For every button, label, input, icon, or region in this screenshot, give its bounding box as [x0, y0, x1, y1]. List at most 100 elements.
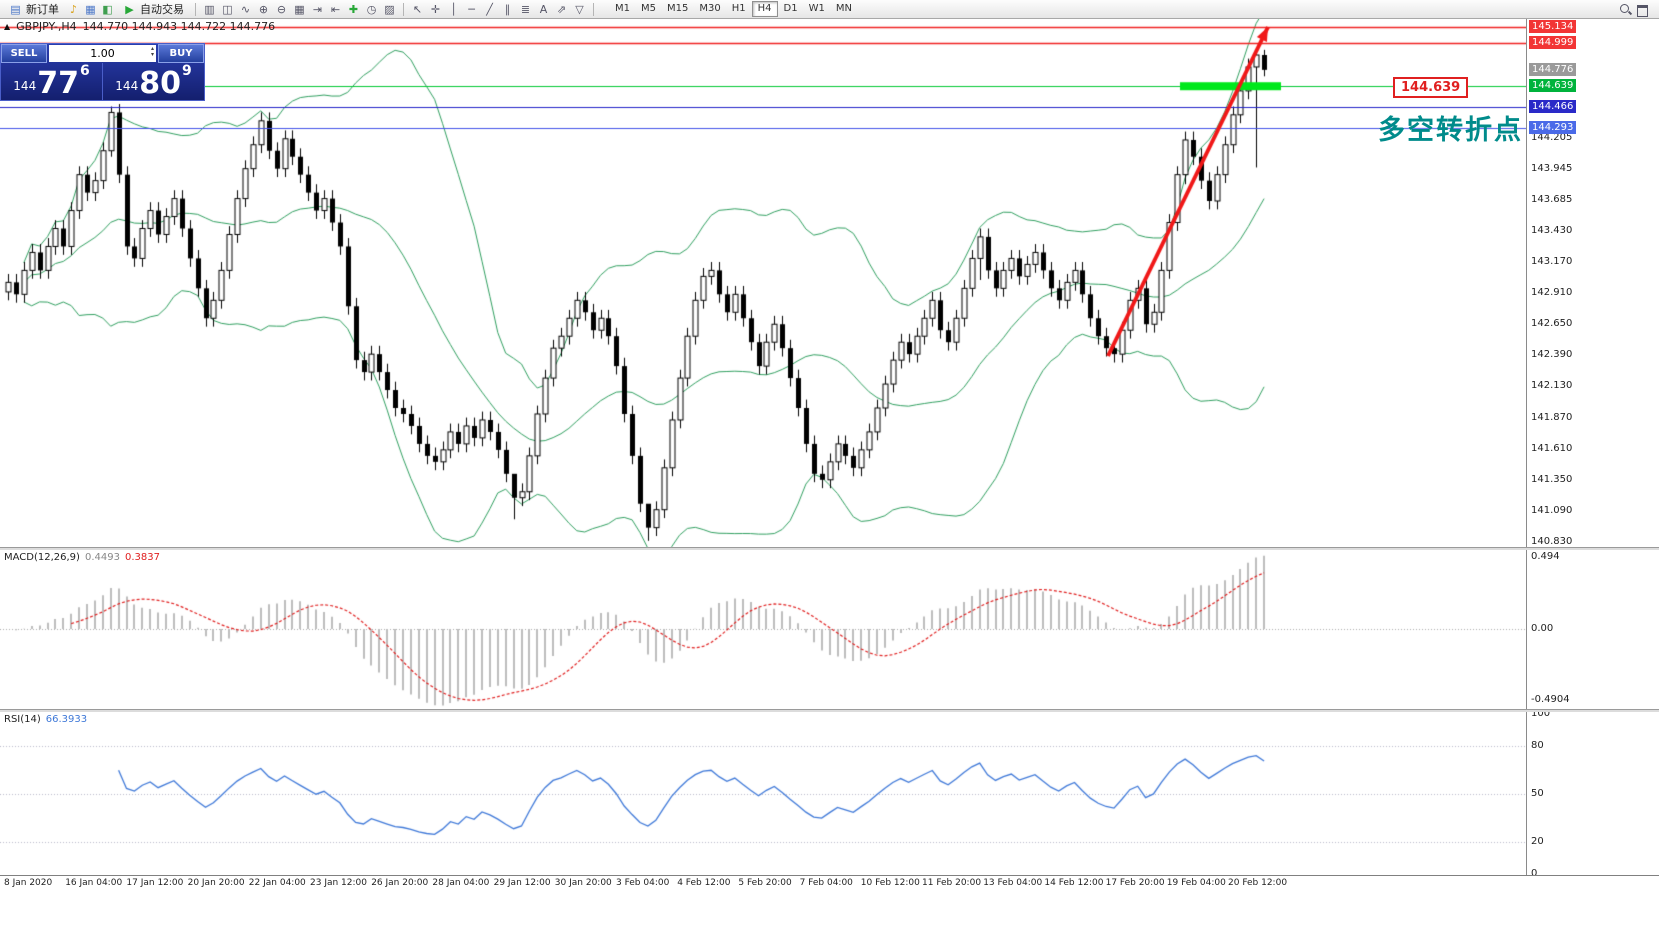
- rsi-header: RSI(14) 66.3933: [4, 714, 87, 725]
- auto-trading-icon: ▶: [125, 2, 134, 16]
- vertical-line-icon[interactable]: │: [450, 2, 457, 16]
- channel-icon[interactable]: ∥: [504, 2, 511, 16]
- rsi-tick-label: 50: [1531, 788, 1544, 799]
- volume-up-icon[interactable]: ▴: [150, 45, 154, 52]
- time-tick-label: 10 Feb 12:00: [860, 878, 920, 888]
- ask-price[interactable]: 144 80 9: [103, 63, 204, 100]
- macd-tick-label: 0.494: [1531, 551, 1560, 563]
- auto-trading-button[interactable]: ▶ 自动交易: [117, 1, 189, 18]
- new-order-button[interactable]: ▤ 新订单: [3, 1, 64, 18]
- price-tick-label: 140.830: [1531, 536, 1573, 548]
- timeframe-h4[interactable]: H4: [751, 1, 778, 17]
- rsi-tick-label: 100: [1531, 708, 1551, 719]
- macd-tick-label: -0.4904: [1531, 694, 1570, 706]
- candlestick-chart-icon[interactable]: ◫: [222, 2, 233, 16]
- timeframe-m15[interactable]: M15: [667, 3, 689, 14]
- auto-scroll-icon[interactable]: ⇥: [312, 2, 323, 16]
- text-icon[interactable]: A: [539, 2, 548, 16]
- time-tick-label: 28 Jan 04:00: [432, 878, 490, 888]
- macd-value-signal: 0.3837: [124, 552, 160, 563]
- time-tick-label: 17 Feb 20:00: [1105, 878, 1165, 888]
- bid-price[interactable]: 144 77 6: [1, 63, 103, 100]
- volume-stepper[interactable]: 1.00 ▴ ▾: [49, 45, 156, 62]
- price-line-label: 144.639: [1529, 79, 1577, 93]
- bid-prefix: 144: [13, 79, 37, 93]
- zoom-out-icon[interactable]: ⊖: [276, 2, 287, 16]
- timeframe-m5[interactable]: M5: [641, 3, 656, 14]
- time-axis[interactable]: 8 Jan 2020 16 Jan 04:00 17 Jan 12:00 20 Jan…: [0, 877, 1526, 892]
- cursor-icon[interactable]: ↖: [412, 2, 423, 16]
- market-watch-icon[interactable]: ▦: [85, 2, 96, 16]
- timeframe-h1[interactable]: H1: [731, 3, 746, 14]
- shapes-icon[interactable]: ▽: [575, 2, 584, 16]
- rsi-tick-label: 80: [1531, 740, 1544, 751]
- sell-button[interactable]: SELL: [1, 44, 47, 63]
- price-line-label: 145.134: [1529, 20, 1577, 33]
- trendline-icon[interactable]: ╱: [486, 2, 493, 16]
- time-tick-label: 11 Feb 20:00: [922, 878, 982, 888]
- toolbar-separator: [403, 2, 404, 16]
- rsi-pane-canvas[interactable]: [0, 712, 1526, 875]
- macd-value-main: 0.4493: [84, 552, 120, 563]
- bar-chart-icon[interactable]: ▥: [204, 2, 215, 16]
- arrows-icon[interactable]: ⇗: [556, 2, 567, 16]
- search-icon[interactable]: [1618, 2, 1633, 17]
- price-tick-label: 143.685: [1531, 194, 1573, 206]
- macd-pane-splitter[interactable]: [0, 547, 1659, 550]
- symbol-period: GBPJPY-,H4: [16, 20, 77, 33]
- price-tick-label: 144.205: [1531, 132, 1573, 144]
- bid-pip-digit: 6: [79, 63, 90, 79]
- rsi-tick-label: 0: [1531, 868, 1538, 879]
- crosshair-icon[interactable]: ✛: [430, 2, 441, 16]
- timeframe-m30[interactable]: M30: [699, 3, 721, 14]
- toolbar-separator: [195, 2, 196, 16]
- time-tick-label: 29 Jan 12:00: [493, 878, 551, 888]
- rsi-tick-label: 20: [1531, 836, 1544, 847]
- horizontal-line-icon[interactable]: ─: [468, 2, 475, 16]
- price-tick-label: 141.350: [1531, 473, 1573, 485]
- tile-windows-icon[interactable]: ▦: [294, 2, 305, 16]
- price-tick-label: 142.650: [1531, 318, 1573, 330]
- time-tick-label: 13 Feb 04:00: [983, 878, 1043, 888]
- ask-big-digits: 80: [139, 66, 181, 101]
- price-scale[interactable]: 144.205 143.945 143.685 143.430 143.170 142.9…: [1526, 19, 1659, 879]
- timeframe-mn[interactable]: MN: [835, 3, 852, 14]
- auto-trading-label: 自动交易: [140, 3, 184, 16]
- price-tick-label: 141.870: [1531, 411, 1573, 423]
- time-tick-label: 8 Jan 2020: [4, 878, 53, 888]
- buy-button[interactable]: BUY: [158, 44, 204, 63]
- timeframe-w1[interactable]: W1: [808, 3, 825, 14]
- price-line-label: 144.293: [1529, 120, 1577, 134]
- volume-value[interactable]: 1.00: [90, 47, 115, 60]
- timeframe-d1[interactable]: D1: [783, 3, 798, 14]
- time-tick-label: 4 Feb 12:00: [677, 878, 731, 888]
- periods-icon[interactable]: ◷: [366, 2, 377, 16]
- templates-icon[interactable]: ▨: [384, 2, 395, 16]
- rsi-pane-splitter[interactable]: [0, 709, 1659, 712]
- navigator-icon[interactable]: ◧: [102, 2, 113, 16]
- panel-toggle-icon[interactable]: ▲: [4, 22, 11, 31]
- new-order-label: 新订单: [26, 3, 59, 16]
- new-order-icon: ▤: [10, 2, 21, 16]
- chart-shift-icon[interactable]: ⇤: [330, 2, 341, 16]
- price-pane-canvas[interactable]: [0, 19, 1526, 547]
- line-chart-icon[interactable]: ∿: [240, 2, 251, 16]
- time-tick-label: 17 Jan 12:00: [126, 878, 184, 888]
- fibonacci-icon[interactable]: ≣: [520, 2, 531, 16]
- volume-down-icon[interactable]: ▾: [150, 51, 154, 58]
- timeframe-m1[interactable]: M1: [615, 3, 630, 14]
- rsi-label: RSI(14): [4, 714, 41, 725]
- price-level-label[interactable]: 144.639: [1393, 77, 1469, 98]
- zoom-in-icon[interactable]: ⊕: [258, 2, 269, 16]
- indicators-icon[interactable]: ✚: [348, 2, 359, 16]
- ask-prefix: 144: [115, 79, 139, 93]
- time-tick-label: 5 Feb 20:00: [738, 878, 792, 888]
- macd-pane-canvas[interactable]: [0, 550, 1526, 709]
- price-tick-label: 142.910: [1531, 287, 1573, 299]
- time-tick-label: 16 Jan 04:00: [65, 878, 123, 888]
- new-window-icon[interactable]: [1635, 2, 1650, 17]
- chart-annotation: 多空转折点: [1378, 115, 1523, 146]
- alerts-icon[interactable]: ♪: [69, 2, 78, 16]
- toolbar-separator: [593, 2, 594, 16]
- price-tick-label: 143.430: [1531, 224, 1573, 236]
